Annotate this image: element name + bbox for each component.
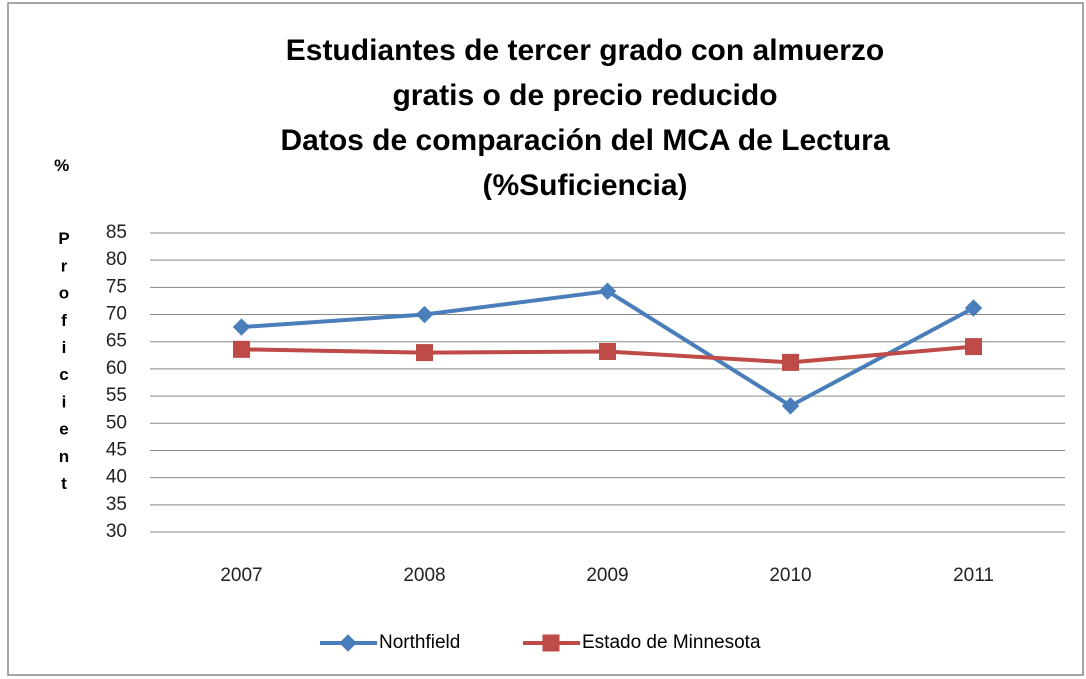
x-tick-label: 2010 <box>769 565 811 586</box>
chart-frame <box>7 2 1084 676</box>
x-tick-label: 2008 <box>403 565 445 586</box>
y-tick-label: 65 <box>106 331 127 352</box>
marker <box>782 353 799 371</box>
marker <box>233 340 250 358</box>
y-tick-label: 50 <box>106 412 127 433</box>
x-tick-label: 2007 <box>220 565 262 586</box>
marker <box>781 397 800 415</box>
marker <box>416 344 433 362</box>
y-tick-label: 45 <box>106 439 127 460</box>
y-tick-label: 75 <box>106 276 127 297</box>
y-tick-label: 35 <box>106 494 127 515</box>
marker <box>415 305 434 324</box>
marker <box>542 634 560 652</box>
marker <box>599 343 616 361</box>
marker <box>339 634 357 652</box>
legend-item: Estado de Minnesota <box>523 632 761 653</box>
y-tick-label: 60 <box>106 358 127 379</box>
x-tick-label: 2009 <box>586 565 628 586</box>
y-tick-label: 85 <box>106 222 127 243</box>
marker <box>965 338 982 356</box>
y-tick-label: 30 <box>106 521 127 542</box>
y-tick-label: 40 <box>106 467 127 488</box>
legend-label: Estado de Minnesota <box>582 632 761 653</box>
y-tick-label: 55 <box>106 385 127 406</box>
marker <box>232 318 251 336</box>
y-tick-label: 80 <box>106 249 127 270</box>
chart-title: Estudiantes de tercer grado con almuerzo… <box>280 34 890 200</box>
marker <box>598 282 617 300</box>
y-tick-label: 70 <box>106 304 127 325</box>
legend-item: Northfield <box>320 632 460 653</box>
x-tick-label: 2011 <box>953 565 994 586</box>
marker <box>964 299 983 317</box>
legend-label: Northfield <box>379 632 460 653</box>
